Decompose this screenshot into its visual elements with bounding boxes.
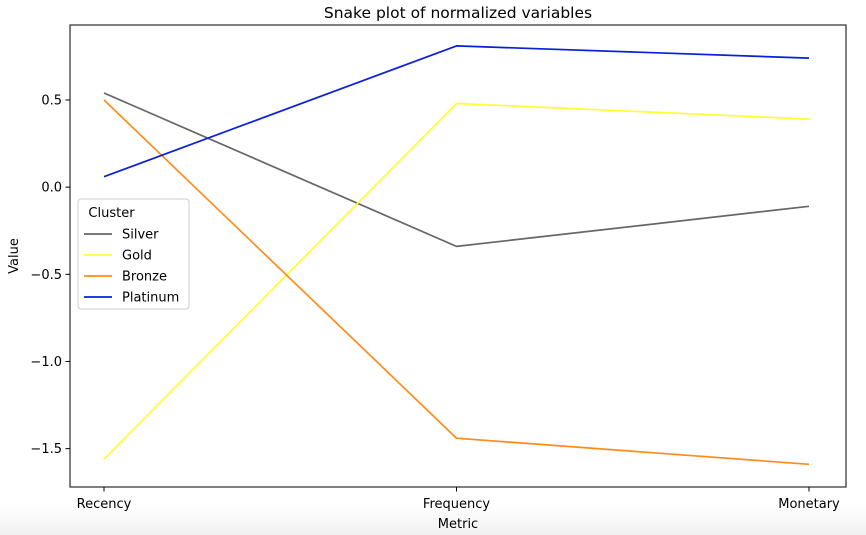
legend-label-bronze: Bronze <box>122 270 167 285</box>
series-line-silver <box>103 92 810 248</box>
y-tick-label: 0.0 <box>41 181 62 196</box>
series-line-platinum <box>103 45 810 178</box>
legend-label-platinum: Platinum <box>122 291 179 306</box>
y-tick-label: 0.5 <box>41 93 62 108</box>
legend-label-gold: Gold <box>122 249 152 264</box>
y-tick-label: −1.0 <box>30 355 62 370</box>
plot-frame <box>69 24 847 488</box>
x-tick-label: Frequency <box>423 497 490 512</box>
axes: 0.5 0.0 −0.5 −1.0 −1.5 Recency Frequency Moneta… <box>30 24 847 512</box>
y-tick-label: −1.5 <box>30 442 62 457</box>
legend-title: Cluster <box>88 206 135 221</box>
x-axis-label: Metric <box>438 517 478 532</box>
legend-box <box>77 198 190 310</box>
legend: Cluster Silver Gold Bronze Platinum <box>77 198 190 310</box>
y-tick-label: −0.5 <box>30 268 62 283</box>
series-line-gold <box>103 102 810 460</box>
chart-title: Snake plot of normalized variables <box>324 4 592 22</box>
series-line-bronze <box>103 99 810 466</box>
legend-label-silver: Silver <box>122 228 159 243</box>
x-tick-label: Recency <box>77 497 132 512</box>
series-lines <box>103 45 810 466</box>
y-axis-label: Value <box>7 238 22 274</box>
x-tick-label: Monetary <box>778 497 840 512</box>
window-bottom-fade <box>0 505 866 535</box>
